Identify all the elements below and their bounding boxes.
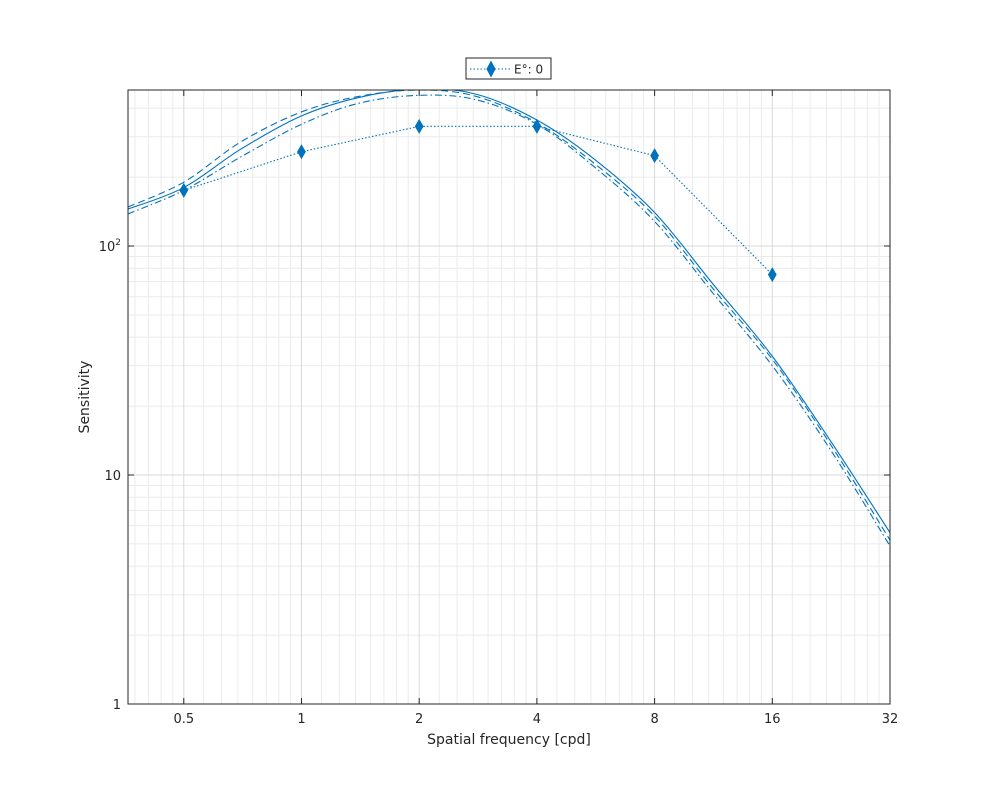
legend[interactable]: E°: 0 — [465, 57, 552, 80]
series-layer — [128, 90, 890, 547]
series-curve-solid — [128, 90, 890, 533]
x-tick-label: 32 — [882, 712, 899, 727]
x-axis-label: Spatial frequency [cpd] — [427, 732, 591, 748]
y-tick-label: 10 — [104, 469, 121, 484]
y-tick-label: 1 — [113, 698, 121, 713]
legend-diamond-marker — [486, 60, 496, 78]
series-curve-dashdot — [128, 94, 890, 547]
data-point-diamond — [767, 267, 777, 283]
data-point-diamond — [297, 144, 306, 160]
x-tick-label: 4 — [533, 712, 541, 727]
y-tick-label: 102 — [99, 238, 121, 255]
series-curve-dashed — [128, 90, 890, 541]
x-tick-label: 8 — [650, 712, 658, 727]
legend-entry-label: E°: 0 — [514, 63, 543, 77]
x-tick-label: 2 — [415, 712, 423, 727]
grid — [128, 90, 891, 705]
data-point-diamond — [650, 148, 659, 164]
ticks: 0.5 1 2 4 8 16 32 1 10 102 — [99, 90, 899, 727]
series-line-measured — [183, 125, 773, 275]
plot-area — [128, 90, 890, 704]
axes-box — [127, 89, 891, 705]
data-point-diamond — [414, 118, 424, 134]
x-tick-label: 1 — [297, 712, 305, 727]
x-tick-label: 16 — [764, 712, 781, 727]
y-axis-label: Sensitivity — [77, 361, 93, 434]
x-tick-label: 0.5 — [173, 712, 194, 727]
